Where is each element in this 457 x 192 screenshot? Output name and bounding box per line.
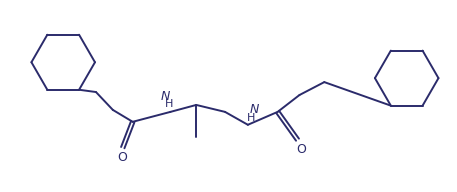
Text: N: N xyxy=(161,89,170,103)
Text: H: H xyxy=(247,113,255,123)
Text: O: O xyxy=(117,151,127,164)
Text: N: N xyxy=(250,103,260,116)
Text: O: O xyxy=(297,143,306,156)
Text: H: H xyxy=(165,99,174,109)
